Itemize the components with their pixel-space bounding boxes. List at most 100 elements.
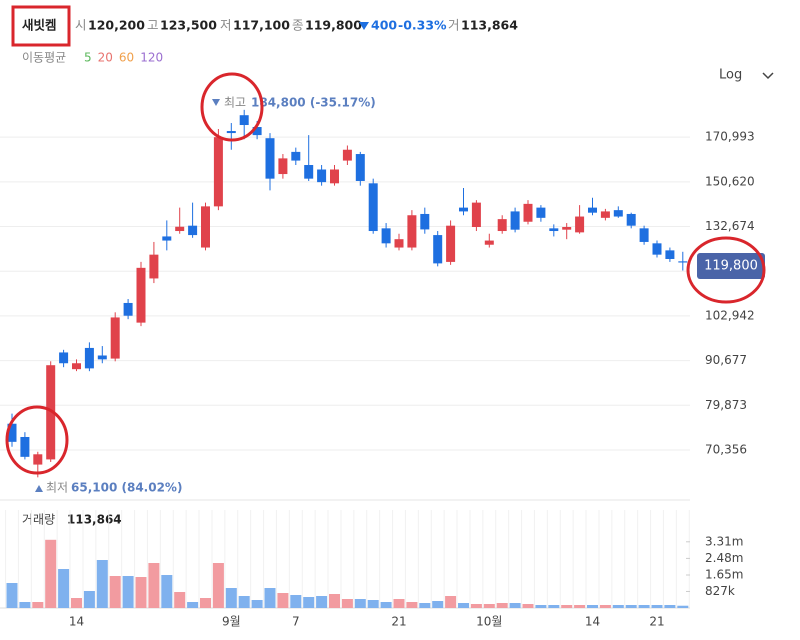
volume-bar	[238, 596, 250, 608]
volume-bar	[393, 599, 405, 608]
y-tick-label: 170,993	[705, 130, 755, 144]
candle-body	[381, 228, 391, 244]
highlight-circle	[686, 236, 766, 304]
candle-body	[201, 206, 210, 248]
volume-bar	[483, 604, 495, 608]
volume-tick-label: 3.31m	[705, 534, 743, 548]
candle-body	[484, 240, 494, 245]
volume-bar	[32, 602, 44, 608]
volume-tick-label: 2.48m	[705, 551, 743, 565]
x-tick-label: 14	[585, 615, 600, 629]
volume-bar	[303, 597, 315, 608]
volume-bar	[58, 569, 70, 608]
stock-name: 새빗켐	[22, 18, 57, 33]
candle-body	[7, 423, 17, 442]
volume-bar	[574, 605, 586, 608]
volume-bar	[71, 598, 82, 608]
close-label: 종	[292, 18, 304, 33]
low-label: 저	[220, 18, 232, 33]
volume-bar	[599, 605, 611, 608]
volume-bar	[200, 598, 211, 608]
candle-body	[291, 151, 301, 161]
candle-body	[626, 213, 636, 226]
low-marker	[35, 485, 43, 492]
last-price-box	[697, 253, 765, 279]
down-arrow	[359, 22, 369, 30]
volume-bar	[432, 601, 444, 608]
candle-body	[368, 183, 378, 232]
candle-body	[59, 352, 69, 364]
candle-body	[84, 347, 94, 369]
volume-bar	[45, 539, 57, 608]
volume-bar	[277, 593, 289, 608]
overlay: 119,800	[5, 72, 766, 475]
volume-bar	[329, 594, 340, 608]
candle-body	[523, 203, 533, 222]
candle-body	[136, 267, 146, 323]
candle-body	[304, 165, 314, 179]
open-label: 시	[75, 18, 87, 33]
volume-title: 거래량	[22, 513, 55, 527]
candle-body	[588, 207, 597, 213]
x-tick-label: 21	[391, 615, 406, 629]
volume-tick-label: 1.65m	[705, 568, 743, 582]
volume-bar	[509, 603, 521, 608]
candle-body	[72, 363, 81, 370]
volume-bar	[651, 605, 663, 608]
candle-body	[355, 154, 365, 181]
volume-bar	[135, 577, 147, 608]
low-annotation: 65,100 (84.02%)	[71, 481, 182, 495]
candle-body	[252, 127, 262, 136]
change-value: 400	[371, 18, 397, 33]
candle-body	[665, 250, 675, 259]
candle-body	[175, 226, 185, 232]
open-value: 120,200	[88, 18, 145, 33]
candle-body	[110, 317, 120, 359]
volume-bar	[212, 563, 224, 608]
candle-body	[317, 169, 327, 183]
scale-dropdown[interactable]	[762, 72, 774, 80]
candle-body	[20, 436, 30, 457]
volume-bar	[664, 605, 676, 608]
low-value: 117,100	[233, 18, 290, 33]
high-marker	[212, 99, 220, 106]
candle-body	[149, 254, 159, 279]
grid: 70,35679,87390,677102,942116,866132,6741…	[0, 130, 755, 629]
x-tick-label: 14	[69, 615, 84, 629]
volume-bar	[354, 599, 366, 608]
ma-legend-item: 5	[84, 51, 92, 65]
volume-bar	[174, 592, 186, 608]
candle-body	[213, 137, 223, 207]
volume-bar	[19, 602, 31, 608]
volume-bar	[419, 603, 431, 608]
volume-bar	[122, 576, 134, 608]
candle-body	[394, 239, 404, 248]
marks	[6, 109, 689, 608]
ma-legend-label: 이동평균	[22, 51, 66, 65]
candle-body	[459, 207, 468, 212]
x-tick-label: 9월	[222, 615, 241, 629]
candle-body	[342, 149, 352, 161]
volume-bar	[445, 596, 457, 608]
volume-bar	[535, 605, 547, 608]
y-tick-label: 79,873	[705, 398, 747, 412]
volume-bar	[148, 563, 160, 608]
candle-body	[600, 211, 610, 218]
volume-label: 거	[448, 18, 460, 33]
candle-body	[433, 235, 443, 264]
y-tick-label: 70,356	[705, 442, 747, 456]
volume-bar	[406, 602, 418, 608]
candle-body	[330, 169, 339, 184]
volume-bar	[341, 599, 353, 608]
candle-body	[33, 454, 43, 465]
volume-tick-label: 827k	[705, 584, 735, 598]
volume-bar	[458, 603, 469, 608]
volume-value: 113,864	[461, 18, 518, 33]
volume-bar	[225, 588, 237, 608]
high-annotation: 184,800 (-35.17%)	[251, 96, 376, 110]
volume-bar	[316, 596, 328, 608]
volume-bar	[496, 603, 508, 608]
y-tick-label: 90,677	[705, 353, 747, 367]
candle-body	[510, 211, 520, 230]
scale-toggle[interactable]: Log	[719, 68, 742, 83]
